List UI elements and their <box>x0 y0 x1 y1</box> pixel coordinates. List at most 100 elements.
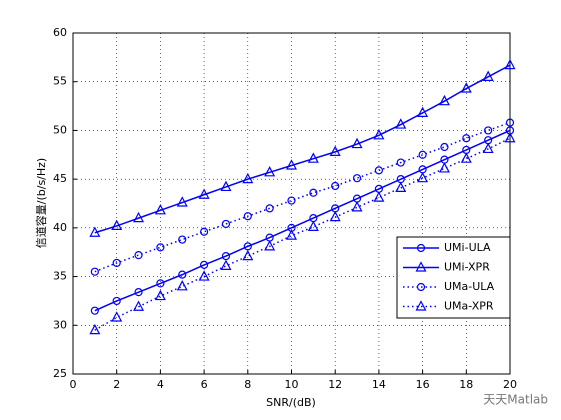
legend-marker <box>415 261 427 272</box>
marker <box>154 204 166 215</box>
marker <box>329 210 341 222</box>
x-tick-label: 10 <box>285 378 299 391</box>
marker <box>440 142 449 152</box>
marker <box>111 311 123 322</box>
marker <box>220 180 232 192</box>
marker <box>482 70 494 81</box>
x-tick-label: 12 <box>328 378 342 391</box>
marker <box>178 270 187 279</box>
x-tick-label: 20 <box>503 378 517 391</box>
marker <box>395 181 407 193</box>
series-line <box>94 121 511 273</box>
legend-box <box>396 236 511 319</box>
marker <box>286 159 297 170</box>
marker <box>198 188 210 199</box>
watermark: 天天Matlab <box>483 393 548 407</box>
x-tick-label: 4 <box>157 378 164 391</box>
marker <box>351 137 363 149</box>
marker <box>482 142 494 154</box>
marker <box>307 220 319 231</box>
marker <box>460 82 472 93</box>
marker <box>438 162 450 173</box>
x-tick-label: 8 <box>244 378 251 391</box>
marker <box>417 106 429 117</box>
marker <box>198 270 210 281</box>
y-tick-label: 30 <box>53 318 67 331</box>
x-tick-label: 6 <box>201 378 208 391</box>
marker <box>504 131 516 143</box>
marker <box>112 258 121 268</box>
marker <box>89 226 101 237</box>
marker <box>176 196 188 207</box>
axes-box <box>72 32 511 375</box>
marker <box>264 240 276 251</box>
marker <box>265 204 274 213</box>
marker <box>156 279 165 288</box>
y-tick-label: 50 <box>53 123 67 136</box>
marker <box>133 300 145 311</box>
marker <box>417 171 429 183</box>
y-tick-label: 55 <box>53 75 67 88</box>
marker <box>176 280 188 291</box>
legend-marker <box>416 282 426 292</box>
marker <box>134 251 143 260</box>
marker <box>418 150 427 159</box>
marker <box>156 243 165 252</box>
x-axis-label: SNR/(dB) <box>266 396 316 409</box>
marker <box>90 267 99 276</box>
series-line <box>94 137 511 331</box>
marker <box>133 211 145 223</box>
x-tick-label: 0 <box>70 378 77 391</box>
x-tick-label: 2 <box>113 378 120 391</box>
legend-label: UMi-XPR <box>444 261 490 274</box>
marker <box>307 152 319 163</box>
marker <box>484 126 493 135</box>
marker <box>111 219 123 231</box>
marker <box>90 306 99 315</box>
marker <box>462 134 471 143</box>
legend: UMi-ULA UMi-XPR UMa-ULA UMa-XPR <box>396 236 511 319</box>
marker <box>221 219 231 229</box>
legend-label: UMa-XPR <box>444 300 494 313</box>
marker <box>373 191 385 202</box>
y-axis-label: 信道容量/(b/s/Hz) <box>34 158 48 248</box>
marker <box>396 158 405 167</box>
marker <box>287 196 296 205</box>
marker <box>243 212 252 221</box>
marker <box>134 288 143 297</box>
marker <box>331 181 340 191</box>
x-tick-label: 16 <box>416 378 430 391</box>
marker <box>200 260 209 269</box>
marker <box>504 58 516 70</box>
y-tick-label: 25 <box>53 367 67 380</box>
marker <box>309 188 318 197</box>
legend-marker <box>416 243 426 253</box>
y-tick-label: 60 <box>53 26 67 39</box>
x-tick-label: 18 <box>459 378 473 391</box>
marker <box>154 289 166 301</box>
marker <box>286 229 297 240</box>
legend-label: UMi-ULA <box>444 241 491 254</box>
marker <box>89 323 101 335</box>
marker <box>373 129 385 140</box>
marker <box>505 118 515 127</box>
marker <box>220 259 232 270</box>
marker <box>352 174 362 183</box>
marker <box>200 227 209 236</box>
marker <box>242 249 254 261</box>
y-tick-label: 45 <box>53 172 67 185</box>
marker <box>264 166 276 177</box>
marker <box>438 94 450 106</box>
x-tick-label: 14 <box>372 378 386 391</box>
marker <box>395 118 407 129</box>
legend-label: UMa-ULA <box>444 280 495 293</box>
marker <box>242 172 254 184</box>
marker <box>112 296 121 306</box>
marker <box>351 201 363 212</box>
marker <box>374 166 383 175</box>
y-tick-label: 40 <box>53 221 67 234</box>
legend-marker <box>415 300 427 311</box>
y-tick-label: 35 <box>53 270 67 283</box>
marker <box>178 235 187 244</box>
